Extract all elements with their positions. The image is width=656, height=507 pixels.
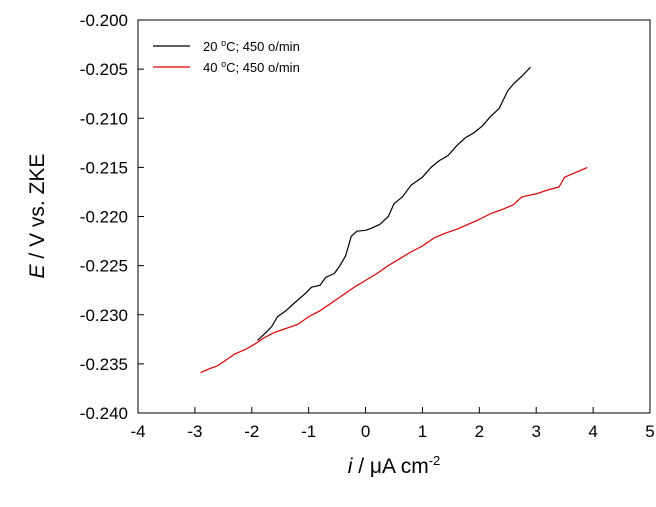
x-tick-label: 2 [475, 422, 484, 441]
x-tick-label: -3 [187, 422, 202, 441]
y-tick-label: -0.200 [80, 11, 128, 30]
series-line-2 [200, 166, 588, 374]
y-axis: -0.200 -0.205 -0.210 -0.215 -0.220 -0.225 -0.2… [80, 11, 144, 423]
y-tick-label: -0.230 [80, 306, 128, 325]
legend: 20 oC; 450 o/min 40 oC; 450 o/min [153, 38, 300, 75]
series-line-1 [257, 66, 531, 341]
y-tick-label: -0.205 [80, 60, 128, 79]
y-tick-label: -0.235 [80, 355, 128, 374]
plot-frame [137, 19, 651, 414]
y-tick-label: -0.210 [80, 109, 128, 128]
x-tick-label: 0 [361, 422, 370, 441]
plot-series [200, 66, 588, 374]
x-axis: -4 -3 -2 -1 0 1 2 3 4 5 [130, 407, 655, 441]
y-tick-label: -0.225 [80, 257, 128, 276]
x-tick-label: 3 [531, 422, 540, 441]
x-tick-label: 1 [418, 422, 427, 441]
legend-label-series-1: 20 oC; 450 o/min [203, 38, 300, 54]
y-axis-title: E / V vs. ZKE [26, 154, 49, 279]
x-tick-label: -1 [301, 422, 316, 441]
y-tick-label: -0.215 [80, 158, 128, 177]
x-tick-label: 4 [588, 422, 597, 441]
y-tick-label: -0.220 [80, 208, 128, 227]
x-axis-title: i / μA cm-2 [348, 453, 441, 478]
x-tick-label: -2 [244, 422, 259, 441]
legend-label-series-2: 40 oC; 450 o/min [203, 59, 300, 75]
y-tick-label: -0.240 [80, 404, 128, 423]
x-tick-label: -4 [130, 422, 145, 441]
x-tick-label: 5 [645, 422, 654, 441]
